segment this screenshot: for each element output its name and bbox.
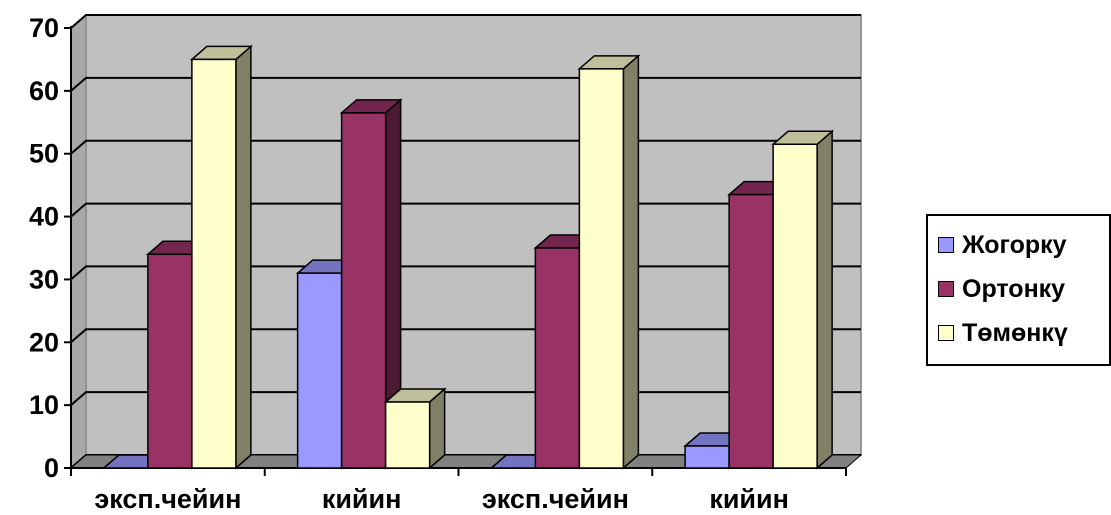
bar-side xyxy=(622,54,640,470)
legend-label-2: Ортонку xyxy=(962,274,1066,303)
legend-swatch-3 xyxy=(938,325,954,341)
legend-swatch-1 xyxy=(938,237,954,253)
y-tick-label-40: 40 xyxy=(29,202,59,232)
gridline-70 xyxy=(70,14,861,29)
legend-label-3: Төмөнкү xyxy=(962,318,1068,347)
bar-front xyxy=(191,58,237,469)
y-tick-label-60: 60 xyxy=(29,76,59,106)
x-category-label-2: кийин xyxy=(322,484,402,514)
x-category-label-4: кийин xyxy=(709,484,789,514)
bar-Төмөнкү-3 xyxy=(577,54,641,470)
bar-Төмөнкү-4 xyxy=(771,129,835,470)
x-category-label-3: эксп.чейин xyxy=(482,484,629,514)
side-wall xyxy=(70,13,87,470)
y-tick-label-20: 20 xyxy=(29,327,59,357)
bars xyxy=(101,44,835,470)
legend-swatch-2 xyxy=(938,281,954,297)
y-tick-label-0: 0 xyxy=(44,453,59,483)
x-axis-category-labels: эксп.чейин кийин эксп.чейин кийин xyxy=(94,484,789,514)
y-tick-label-50: 50 xyxy=(29,139,59,169)
y-tick-label-10: 10 xyxy=(29,390,59,420)
bar-front xyxy=(296,272,343,469)
bar-front xyxy=(772,143,818,469)
bar-Төмөнкү-1 xyxy=(189,44,253,470)
y-tick-label-30: 30 xyxy=(29,264,59,294)
bar-front xyxy=(728,193,774,469)
bar-side xyxy=(235,44,252,470)
bar-Төмөнкү-2 xyxy=(383,387,447,470)
bar-front xyxy=(684,445,730,469)
y-axis-tick-labels: 0 10 20 30 40 50 60 70 xyxy=(29,13,59,483)
bar-front xyxy=(534,247,581,469)
y-tick-label-70: 70 xyxy=(29,13,59,43)
legend: Жогорку Ортонку Төмөнкү xyxy=(926,214,1111,366)
x-category-label-1: эксп.чейин xyxy=(94,484,241,514)
legend-item-2: Ортонку xyxy=(938,274,1065,304)
legend-item-1: Жогорку xyxy=(938,230,1067,260)
legend-item-3: Төмөнкү xyxy=(938,318,1068,348)
bar-side xyxy=(816,129,833,470)
legend-label-1: Жогорку xyxy=(962,230,1067,259)
bar-Ортонку-2 xyxy=(339,98,403,470)
bar-front xyxy=(384,401,431,469)
bar-front xyxy=(147,253,193,469)
bar-front xyxy=(340,112,387,469)
bar-front xyxy=(578,68,625,469)
